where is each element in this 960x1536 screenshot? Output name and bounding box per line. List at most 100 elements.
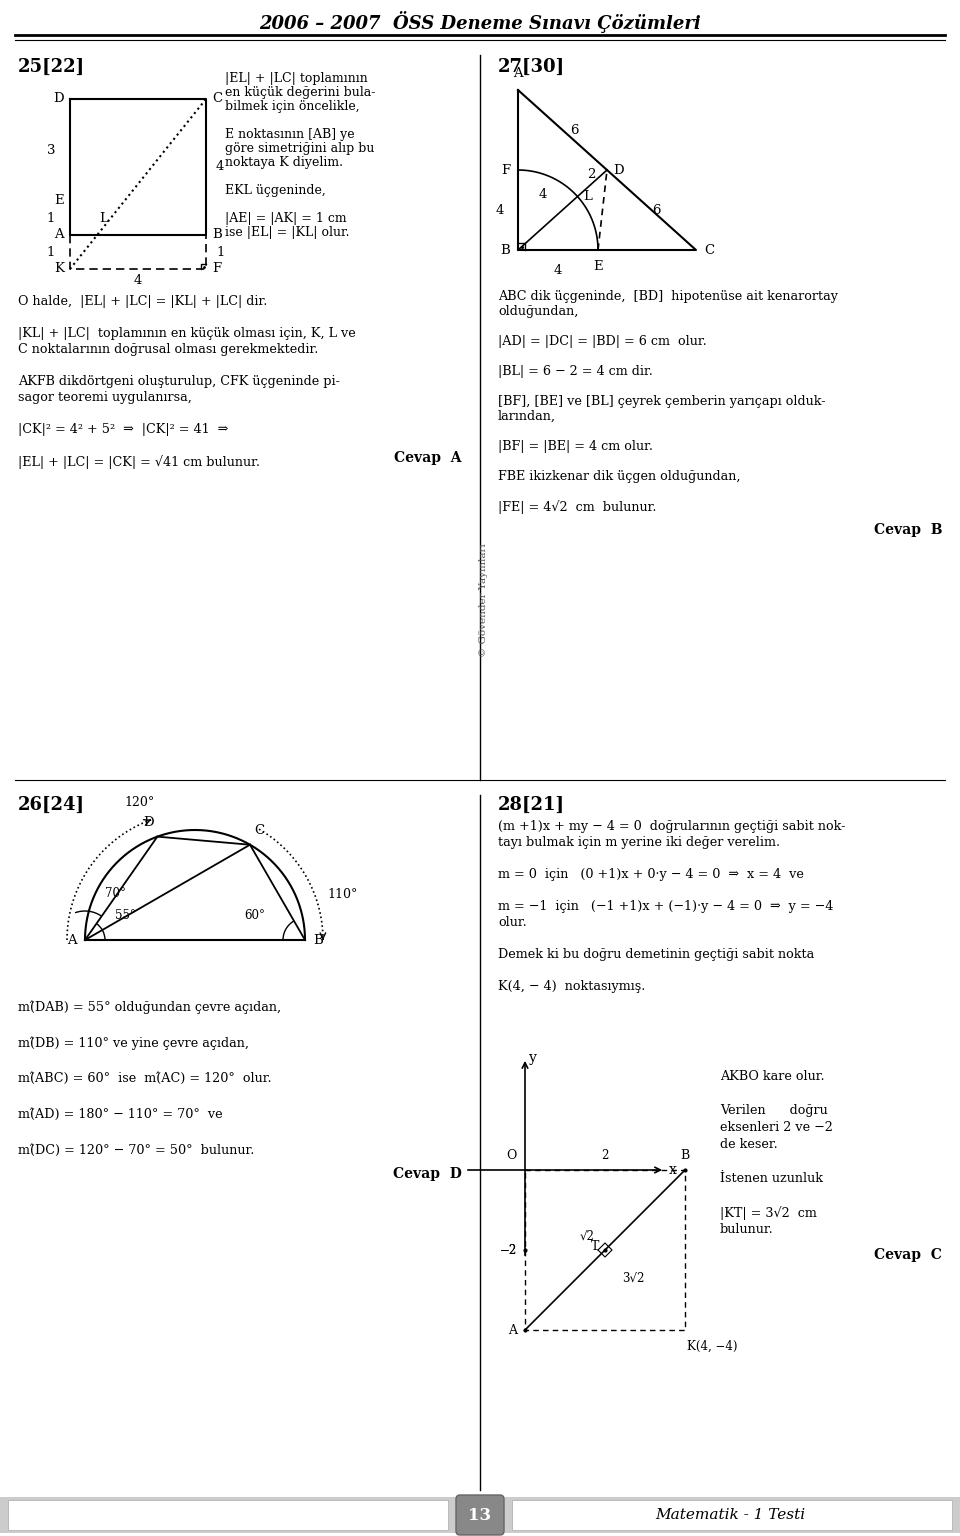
- Text: |EL| + |LC| toplamının: |EL| + |LC| toplamının: [225, 72, 368, 84]
- Text: x: x: [669, 1163, 677, 1177]
- Text: O: O: [507, 1149, 517, 1163]
- Text: B: B: [681, 1149, 689, 1163]
- FancyBboxPatch shape: [456, 1495, 504, 1534]
- Text: C: C: [212, 92, 222, 106]
- Text: y: y: [529, 1051, 537, 1064]
- Text: E: E: [593, 260, 603, 273]
- Text: Demek ki bu doğru demetinin geçtiği sabit nokta: Demek ki bu doğru demetinin geçtiği sabi…: [498, 948, 814, 962]
- Text: m(̂DC) = 120° − 70° = 50°  bulunur.: m(̂DC) = 120° − 70° = 50° bulunur.: [18, 1144, 254, 1157]
- Text: 4: 4: [554, 264, 563, 276]
- Text: |CK|² = 4² + 5²  ⇒  |CK|² = 41  ⇒: |CK|² = 4² + 5² ⇒ |CK|² = 41 ⇒: [18, 422, 228, 436]
- Text: |FE| = 4√2  cm  bulunur.: |FE| = 4√2 cm bulunur.: [498, 501, 657, 513]
- Text: AKFB dikdörtgeni oluşturulup, CFK üçgeninde pi-: AKFB dikdörtgeni oluşturulup, CFK üçgeni…: [18, 375, 340, 389]
- Text: de keser.: de keser.: [720, 1138, 778, 1150]
- Text: L: L: [99, 212, 108, 224]
- Text: Cevap  B: Cevap B: [874, 522, 942, 538]
- Text: noktaya K diyelim.: noktaya K diyelim.: [225, 157, 343, 169]
- Bar: [8, 1501, 448, 1530]
- Text: |AD| = |DC| = |BD| = 6 cm  olur.: |AD| = |DC| = |BD| = 6 cm olur.: [498, 335, 707, 349]
- Bar: [512, 1501, 952, 1530]
- Text: B: B: [212, 229, 222, 241]
- Text: 25[22]: 25[22]: [18, 58, 85, 75]
- Text: −2: −2: [500, 1244, 517, 1256]
- Text: D: D: [54, 92, 64, 106]
- Text: B: B: [313, 934, 323, 946]
- Text: m = −1  için   (−1 +1)x + (−1)·y − 4 = 0  ⇒  y = −4: m = −1 için (−1 +1)x + (−1)·y − 4 = 0 ⇒ …: [498, 900, 833, 912]
- Text: D: D: [613, 163, 624, 177]
- Bar: [0, 1498, 960, 1533]
- Text: √2: √2: [580, 1229, 594, 1243]
- Text: K: K: [54, 263, 64, 275]
- Text: m(̂DAB) = 55° olduğundan çevre açıdan,: m(̂DAB) = 55° olduğundan çevre açıdan,: [18, 1000, 281, 1014]
- Text: 1: 1: [47, 246, 55, 258]
- Text: bulunur.: bulunur.: [720, 1223, 774, 1236]
- Text: Verilen      doğru: Verilen doğru: [720, 1104, 828, 1117]
- Text: EKL üçgeninde,: EKL üçgeninde,: [225, 184, 325, 197]
- Text: O halde,  |EL| + |LC| = |KL| + |LC| dir.: O halde, |EL| + |LC| = |KL| + |LC| dir.: [18, 295, 268, 309]
- Text: AKBO kare olur.: AKBO kare olur.: [720, 1071, 825, 1083]
- Text: 27[30]: 27[30]: [498, 58, 565, 75]
- Text: m(̂DB) = 110° ve yine çevre açıdan,: m(̂DB) = 110° ve yine çevre açıdan,: [18, 1035, 249, 1049]
- Text: [BF], [BE] ve [BL] çeyrek çemberin yarıçapı olduk-: [BF], [BE] ve [BL] çeyrek çemberin yarıç…: [498, 395, 826, 409]
- Text: tayı bulmak için m yerine iki değer verelim.: tayı bulmak için m yerine iki değer vere…: [498, 836, 780, 849]
- Text: ABC dik üçgeninde,  [BD]  hipotenüse ait kenarortay: ABC dik üçgeninde, [BD] hipotenüse ait k…: [498, 290, 838, 303]
- Text: A: A: [514, 68, 523, 80]
- Text: 3: 3: [46, 143, 55, 157]
- Text: F: F: [501, 163, 510, 177]
- Text: 4: 4: [216, 160, 225, 174]
- Text: 28[21]: 28[21]: [498, 796, 565, 814]
- Text: |KT| = 3√2  cm: |KT| = 3√2 cm: [720, 1206, 817, 1220]
- Text: İstenen uzunluk: İstenen uzunluk: [720, 1172, 823, 1184]
- Text: 4: 4: [539, 189, 547, 201]
- Text: C: C: [704, 244, 714, 257]
- Text: A: A: [55, 229, 64, 241]
- Text: |BF| = |BE| = 4 cm olur.: |BF| = |BE| = 4 cm olur.: [498, 439, 653, 453]
- Text: A: A: [67, 934, 77, 946]
- Text: 4: 4: [495, 203, 504, 217]
- Text: 60°: 60°: [244, 909, 265, 922]
- Text: |BL| = 6 − 2 = 4 cm dir.: |BL| = 6 − 2 = 4 cm dir.: [498, 366, 653, 378]
- Text: larından,: larından,: [498, 410, 556, 422]
- Text: A: A: [508, 1324, 517, 1336]
- Text: Matematik - 1 Testi: Matematik - 1 Testi: [655, 1508, 805, 1522]
- Text: F: F: [212, 263, 221, 275]
- Text: 6: 6: [569, 123, 578, 137]
- Text: 26[24]: 26[24]: [18, 796, 85, 814]
- Text: E noktasının [AB] ye: E noktasının [AB] ye: [225, 127, 354, 141]
- Text: 4: 4: [133, 273, 142, 287]
- Text: 55°: 55°: [115, 909, 136, 922]
- Text: |AE| = |AK| = 1 cm: |AE| = |AK| = 1 cm: [225, 212, 347, 224]
- Text: göre simetriğini alıp bu: göre simetriğini alıp bu: [225, 141, 374, 155]
- Text: D: D: [143, 816, 154, 828]
- Text: E: E: [55, 195, 64, 207]
- Text: sagor teoremi uygulanırsa,: sagor teoremi uygulanırsa,: [18, 392, 192, 404]
- Text: m(̂ABC) = 60°  ise  m(̂AC) = 120°  olur.: m(̂ABC) = 60° ise m(̂AC) = 120° olur.: [18, 1072, 272, 1084]
- Text: C: C: [254, 823, 264, 837]
- Text: (m +1)x + my − 4 = 0  doğrularının geçtiği sabit nok-: (m +1)x + my − 4 = 0 doğrularının geçtiğ…: [498, 820, 846, 833]
- Text: K(4, −4): K(4, −4): [687, 1339, 737, 1353]
- Text: 2: 2: [601, 1149, 609, 1163]
- Text: m(̂AD) = 180° − 110° = 70°  ve: m(̂AD) = 180° − 110° = 70° ve: [18, 1107, 223, 1121]
- Text: B: B: [500, 244, 510, 257]
- Text: ise |EL| = |KL| olur.: ise |EL| = |KL| olur.: [225, 226, 349, 240]
- Text: bilmek için öncelikle,: bilmek için öncelikle,: [225, 100, 360, 114]
- Text: 2: 2: [587, 169, 595, 181]
- Text: |EL| + |LC| = |CK| = √41 cm bulunur.: |EL| + |LC| = |CK| = √41 cm bulunur.: [18, 455, 260, 468]
- Text: 13: 13: [468, 1507, 492, 1524]
- Text: 1: 1: [216, 246, 225, 258]
- Text: © Gövender Yayınları: © Gövender Yayınları: [478, 544, 488, 657]
- Text: |KL| + |LC|  toplamının en küçük olması için, K, L ve: |KL| + |LC| toplamının en küçük olması i…: [18, 327, 356, 339]
- Text: L: L: [583, 189, 592, 203]
- Text: olduğundan,: olduğundan,: [498, 306, 578, 318]
- Text: C noktalarının doğrusal olması gerekmektedir.: C noktalarının doğrusal olması gerekmekt…: [18, 343, 319, 356]
- Text: K(4, − 4)  noktasıymış.: K(4, − 4) noktasıymış.: [498, 980, 645, 992]
- Text: 1: 1: [47, 212, 55, 224]
- Text: 110°: 110°: [327, 888, 357, 902]
- Text: 6: 6: [652, 203, 660, 217]
- Text: Cevap  C: Cevap C: [875, 1247, 942, 1263]
- Text: 3√2: 3√2: [622, 1272, 644, 1284]
- Text: 120°: 120°: [125, 796, 156, 808]
- Text: Cevap  D: Cevap D: [394, 1167, 462, 1181]
- Text: en küçük değerini bula-: en küçük değerini bula-: [225, 86, 375, 98]
- Text: eksenleri 2 ve −2: eksenleri 2 ve −2: [720, 1121, 833, 1134]
